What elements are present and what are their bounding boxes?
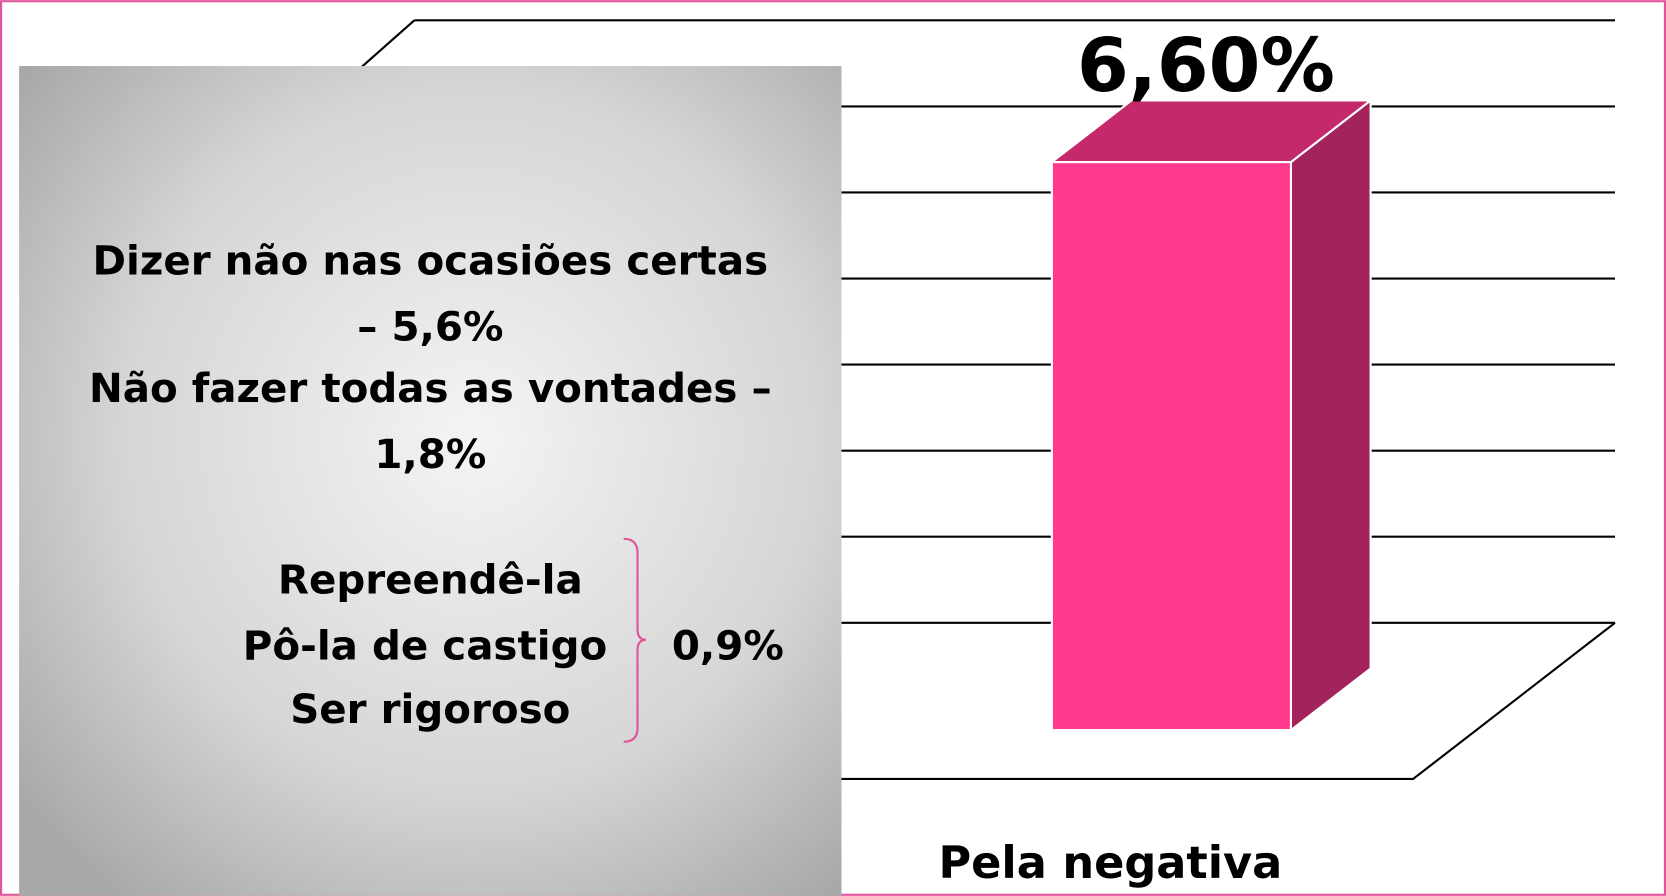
plot: 6,60% Pela negativa [349, 19, 1616, 889]
brace [623, 537, 647, 743]
annotation: 0,9% [672, 622, 784, 669]
annotation: – 5,6% [357, 304, 503, 351]
x-tick-label: Pela negativa [938, 837, 1282, 889]
annotation: 1,8% [374, 431, 486, 478]
annotations: Dizer não nas ocasiões certas – 5,6% Não f… [89, 238, 784, 733]
annotation: Não fazer todas as vontades – [89, 365, 772, 412]
value-label: 6,60% [1077, 22, 1335, 109]
bar-side [1289, 98, 1372, 733]
annotation-box [19, 66, 842, 896]
annotation: Pô-la de castigo [243, 622, 607, 669]
floor-edge [839, 621, 1616, 781]
annotation: Ser rigoroso [290, 686, 570, 733]
annotation: Repreendê-la [278, 556, 583, 603]
bar [1050, 161, 1292, 732]
annotation: Dizer não nas ocasiões certas [93, 238, 769, 285]
